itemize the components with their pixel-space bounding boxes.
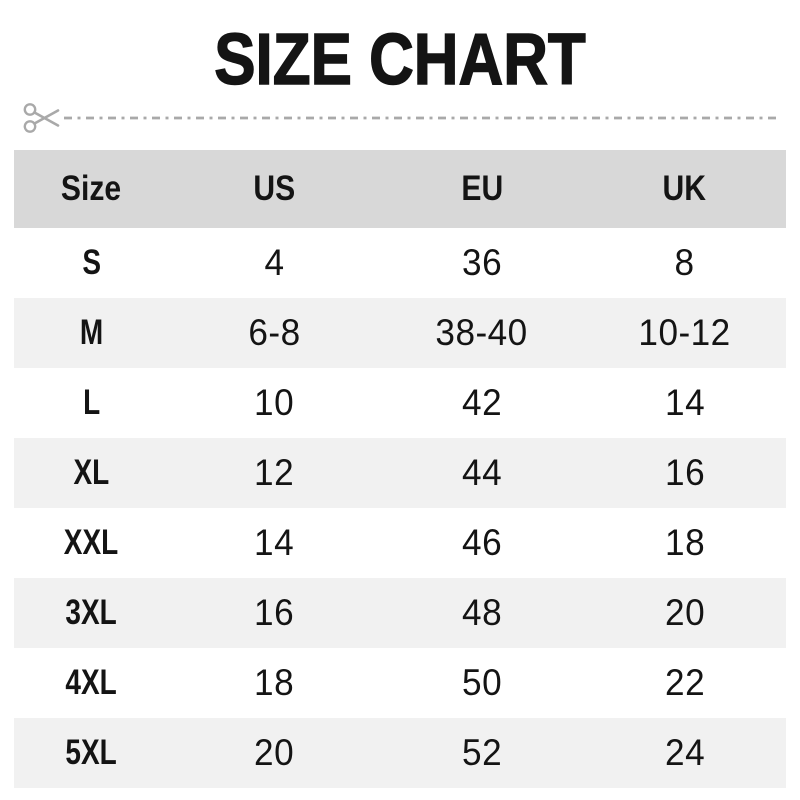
size-cell: XXL	[63, 523, 119, 562]
eu-cell: 46	[461, 522, 503, 563]
uk-cell: 22	[664, 662, 705, 703]
size-chart-table: Size US EU UK S 4 36 8 M 6-8 38-40 10-12 L 10 42 14…	[14, 150, 786, 788]
header-row: Size US EU UK	[14, 150, 786, 228]
size-cell: 3XL	[65, 593, 117, 632]
us-cell: 18	[254, 662, 295, 703]
uk-cell: 8	[674, 242, 695, 283]
size-cell: S	[81, 243, 101, 282]
uk-cell: 10-12	[638, 312, 731, 353]
us-cell: 4	[264, 242, 285, 283]
uk-cell: 14	[664, 382, 705, 423]
us-cell: 12	[254, 452, 295, 493]
size-cell: 4XL	[65, 663, 117, 702]
size-cell: 5XL	[65, 733, 117, 772]
uk-cell: 18	[664, 522, 705, 563]
eu-cell: 50	[461, 662, 503, 703]
size-cell: L	[82, 383, 100, 422]
page-title: SIZE CHART	[214, 20, 587, 100]
table-row: XXL 14 46 18	[14, 508, 786, 578]
us-cell: 16	[254, 592, 295, 633]
eu-cell: 44	[461, 452, 503, 493]
size-table-body: S 4 36 8 M 6-8 38-40 10-12 L 10 42 14 XL 12 44 16 XXL 14 4…	[14, 228, 786, 788]
table-row: 4XL 18 50 22	[14, 648, 786, 718]
table-row: 3XL 16 48 20	[14, 578, 786, 648]
table-row: S 4 36 8	[14, 228, 786, 298]
dashed-cut-rule	[64, 116, 780, 120]
table-row: XL 12 44 16	[14, 438, 786, 508]
eu-cell: 48	[461, 592, 503, 633]
uk-cell: 24	[664, 732, 705, 773]
table-row: M 6-8 38-40 10-12	[14, 298, 786, 368]
eu-cell: 52	[461, 732, 503, 773]
header-cell-uk: UK	[583, 150, 786, 228]
table-row: L 10 42 14	[14, 368, 786, 438]
table-row: 5XL 20 52 24	[14, 718, 786, 788]
cut-line	[22, 98, 780, 138]
header-cell-size: Size	[14, 150, 169, 228]
header-cell-eu: EU	[380, 150, 584, 228]
scissors-icon	[23, 103, 60, 133]
uk-cell: 20	[664, 592, 705, 633]
eu-cell: 38-40	[435, 312, 529, 353]
eu-cell: 42	[461, 382, 503, 423]
size-cell: M	[79, 313, 103, 352]
us-cell: 20	[254, 732, 295, 773]
us-cell: 10	[254, 382, 295, 423]
eu-cell: 36	[461, 242, 503, 283]
us-cell: 6-8	[248, 312, 301, 353]
uk-cell: 16	[664, 452, 705, 493]
size-cell: XL	[73, 453, 110, 492]
table-header: Size US EU UK	[14, 150, 786, 228]
header-cell-us: US	[168, 150, 381, 228]
us-cell: 14	[254, 522, 295, 563]
